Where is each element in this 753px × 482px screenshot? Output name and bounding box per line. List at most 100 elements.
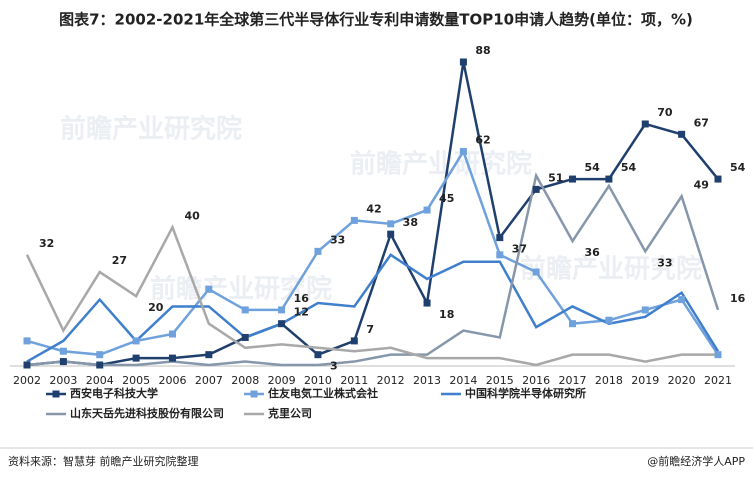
data-label: 18 <box>439 308 454 321</box>
point-marker <box>496 251 504 259</box>
point-marker <box>641 120 649 128</box>
data-label: 20 <box>148 301 164 314</box>
point-marker <box>241 306 249 314</box>
x-tick-label: 2016 <box>522 374 550 387</box>
watermark: 前瞻产业研究院 <box>520 254 702 285</box>
point-marker <box>278 320 286 328</box>
chart-title: 图表7：2002-2021年全球第三代半导体行业专利申请数量TOP10申请人趋势… <box>59 11 693 29</box>
legend-label: 克里公司 <box>268 406 312 420</box>
series-line <box>26 172 720 367</box>
data-label: 49 <box>694 178 709 191</box>
data-label: 42 <box>366 202 381 215</box>
x-tick-label: 2005 <box>122 374 150 387</box>
data-label: 40 <box>184 209 200 222</box>
point-marker <box>569 320 577 328</box>
watermark: 前瞻产业研究院 <box>350 149 532 180</box>
point-marker <box>678 130 686 138</box>
data-label: 51 <box>548 171 563 184</box>
data-label: 7 <box>366 323 374 336</box>
series-line <box>26 253 720 363</box>
x-tick-label: 2021 <box>704 374 732 387</box>
data-label: 62 <box>475 134 490 147</box>
point-marker <box>132 354 140 362</box>
data-label: 33 <box>330 233 345 246</box>
x-tick-label: 2010 <box>304 374 332 387</box>
legend-marker <box>52 390 60 398</box>
data-label: 88 <box>475 44 490 57</box>
point-marker <box>532 268 540 276</box>
point-marker <box>168 354 176 362</box>
data-label: 70 <box>657 106 673 119</box>
watermark: 前瞻产业研究院 <box>60 114 242 145</box>
point-marker <box>387 230 395 238</box>
x-tick-label: 2012 <box>377 374 405 387</box>
data-label: 67 <box>694 116 709 129</box>
source: 资料来源：智慧芽 前瞻产业研究院整理 <box>8 454 199 468</box>
x-tick-label: 2015 <box>486 374 514 387</box>
point-marker <box>569 175 577 183</box>
legend-marker <box>250 390 258 398</box>
x-tick-label: 2013 <box>413 374 441 387</box>
x-tick-label: 2006 <box>158 374 186 387</box>
data-label: 54 <box>730 161 746 174</box>
data-label: 54 <box>621 161 637 174</box>
point-marker <box>350 216 358 224</box>
point-marker <box>641 306 649 314</box>
point-marker <box>423 299 431 307</box>
point-marker <box>205 285 213 293</box>
point-marker <box>678 296 686 304</box>
point-marker <box>23 361 31 369</box>
data-label: 37 <box>512 243 527 256</box>
point-marker <box>168 330 176 338</box>
data-label: 27 <box>112 254 127 267</box>
data-label: 33 <box>657 256 672 269</box>
x-tick-label: 2017 <box>559 374 587 387</box>
data-label: 36 <box>585 246 601 259</box>
point-marker <box>205 351 213 359</box>
series-line <box>25 224 718 367</box>
point-marker <box>132 337 140 345</box>
point-marker <box>423 206 431 214</box>
legend-label: 住友电気工业株式会社 <box>268 386 378 400</box>
data-label: 54 <box>585 161 601 174</box>
x-tick-label: 2003 <box>49 374 77 387</box>
series-line <box>26 61 719 367</box>
data-label: 16 <box>730 292 746 305</box>
point-marker <box>605 175 613 183</box>
point-marker <box>96 361 104 369</box>
point-marker <box>96 351 104 359</box>
x-tick-label: 2004 <box>86 374 114 387</box>
point-marker <box>241 333 249 341</box>
data-label: 16 <box>294 292 310 305</box>
point-marker <box>714 175 722 183</box>
data-label: 32 <box>39 237 54 250</box>
x-tick-label: 2019 <box>631 374 659 387</box>
point-marker <box>59 358 67 366</box>
data-label: 38 <box>403 216 418 229</box>
data-label: 45 <box>439 192 454 205</box>
point-marker <box>23 337 31 345</box>
legend-label: 山东天岳先进科技股份有限公司 <box>70 406 224 420</box>
x-tick-label: 2014 <box>449 374 477 387</box>
point-marker <box>314 247 322 255</box>
x-tick-label: 2008 <box>231 374 259 387</box>
x-tick-label: 2007 <box>195 374 223 387</box>
point-marker <box>532 185 540 193</box>
legend-label: 西安电子科技大学 <box>70 386 158 400</box>
data-label: 12 <box>294 306 309 319</box>
point-marker <box>59 347 67 355</box>
x-tick-label: 2002 <box>13 374 41 387</box>
x-tick-label: 2018 <box>595 374 623 387</box>
brand: @前瞻经济学人APP <box>647 454 745 468</box>
point-marker <box>459 148 467 156</box>
point-marker <box>350 337 358 345</box>
x-tick-label: 2011 <box>340 374 368 387</box>
point-marker <box>278 306 286 314</box>
legend-label: 中国科学院半导体研究所 <box>465 386 586 400</box>
point-marker <box>496 234 504 242</box>
data-label: 3 <box>330 360 338 373</box>
point-marker <box>459 58 467 66</box>
x-tick-label: 2020 <box>668 374 696 387</box>
point-marker <box>714 351 722 359</box>
